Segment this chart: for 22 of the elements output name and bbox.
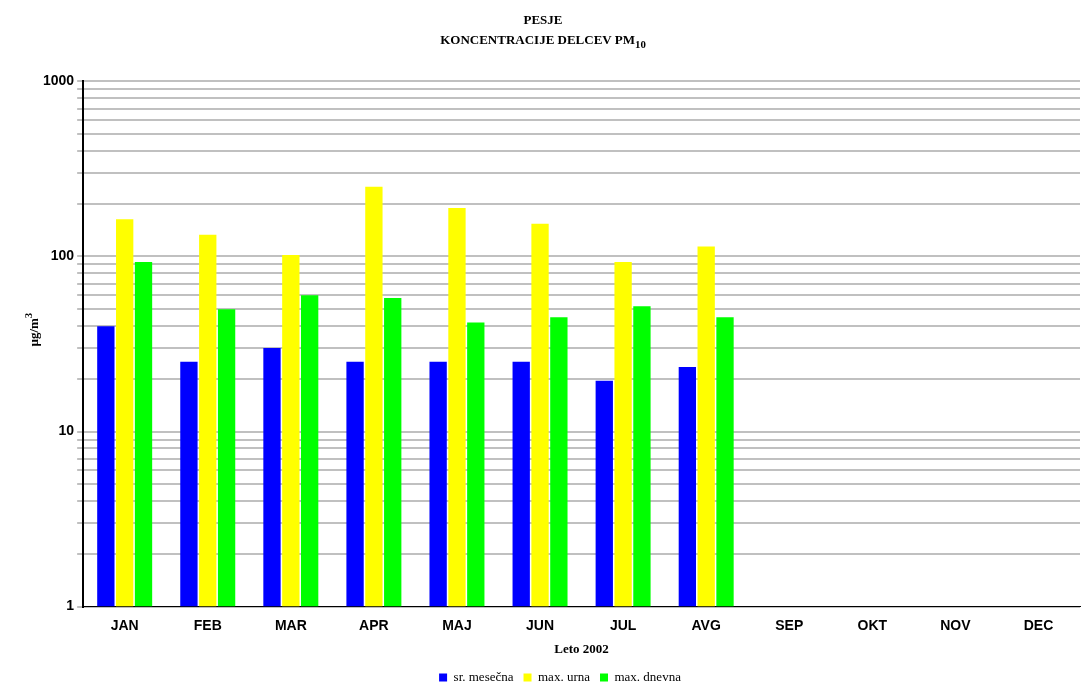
x-tick-label: APR — [359, 616, 389, 633]
legend-label: max. dnevna — [614, 668, 682, 684]
x-tick-label: AVG — [691, 616, 721, 633]
x-tick-label: SEP — [775, 616, 804, 633]
chart-title: PESJE — [522, 12, 564, 28]
y-tick-label: 1 — [66, 597, 75, 614]
chart-subtitle: KONCENTRACIJE DELCEV PM$_{10}$ — [439, 32, 647, 50]
x-tick-label: MAR — [274, 616, 307, 633]
x-tick-label: NOV — [940, 616, 972, 633]
legend-label: max. urna — [538, 668, 591, 684]
x-tick-label: JUL — [609, 616, 637, 633]
x-axis-title: Leto 2002 — [554, 640, 609, 656]
y-tick-label: 10 — [58, 422, 75, 439]
x-tick-label: DEC — [1023, 616, 1054, 633]
x-tick-label: MAJ — [442, 616, 472, 633]
legend-label: sr. mesečna — [453, 668, 514, 684]
x-tick-label: JAN — [110, 616, 139, 633]
x-tick-label: FEB — [193, 616, 222, 633]
y-tick-label: 1000 — [42, 72, 75, 89]
x-tick-label: OKT — [857, 616, 888, 633]
x-tick-label: JUN — [526, 616, 555, 633]
y-tick-label: 100 — [50, 247, 75, 264]
